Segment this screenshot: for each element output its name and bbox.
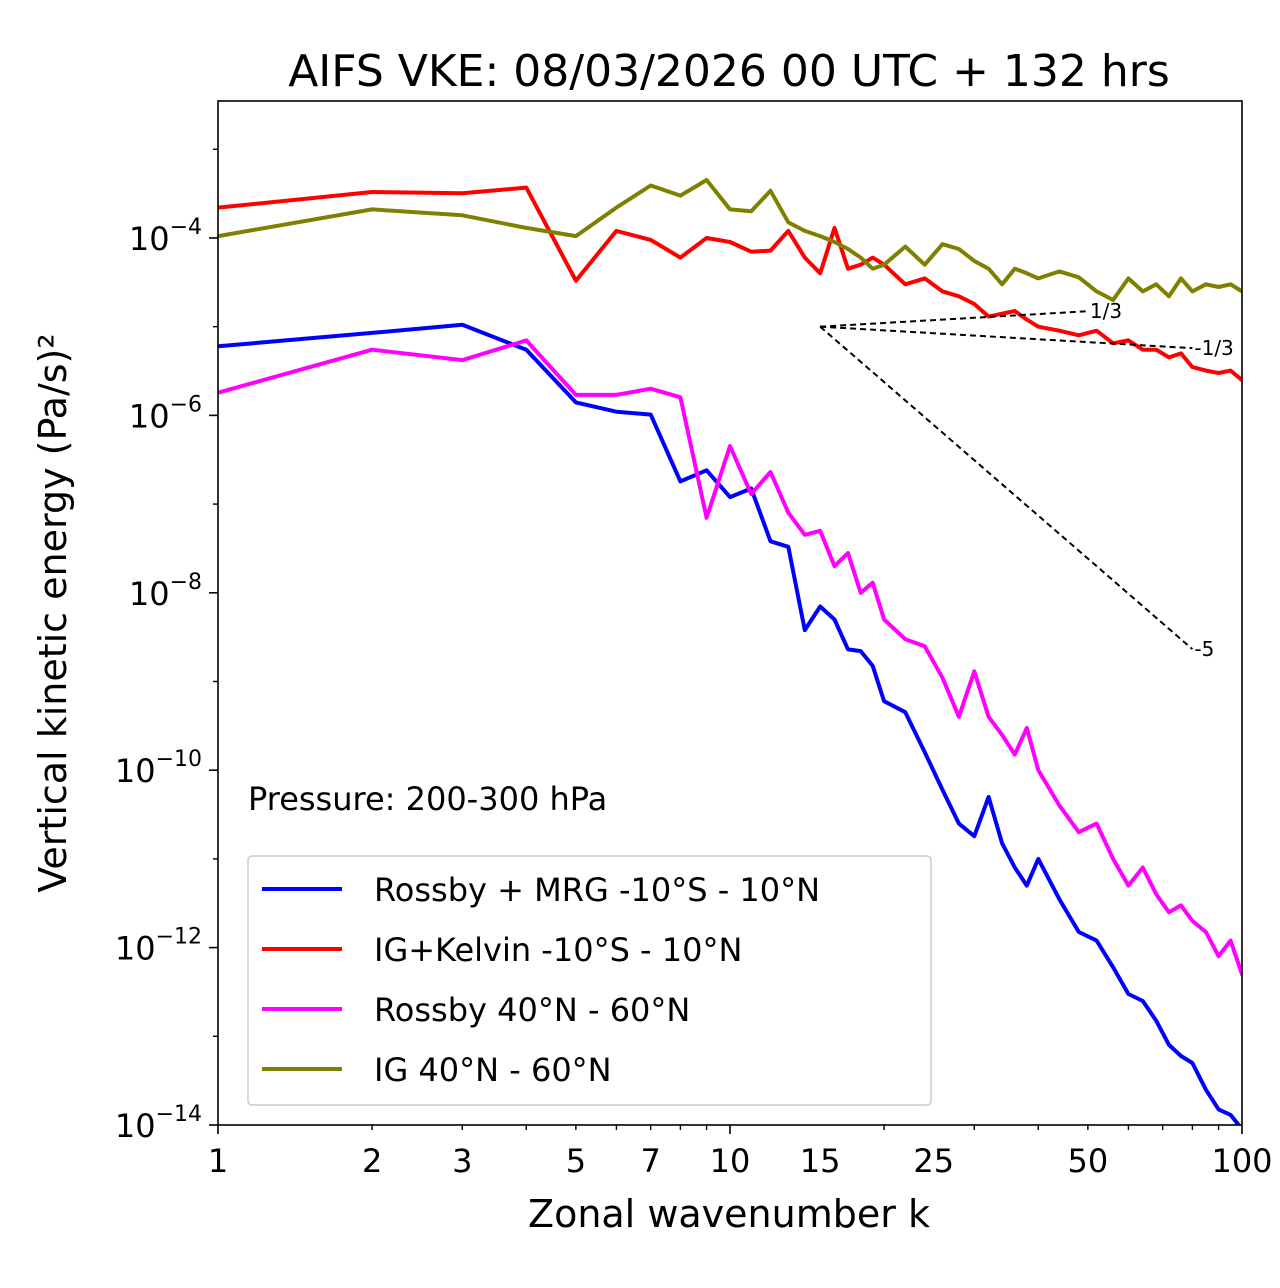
reference-line-1-3 — [820, 310, 1088, 328]
x-tick-label: 25 — [913, 1142, 954, 1180]
y-tick-label: 10−12 — [115, 925, 202, 968]
reference-lines: 1/3 -1/3 -5 — [819, 299, 1234, 661]
reference-line-label: 1/3 — [1090, 299, 1122, 323]
y-axis-label: Vertical kinetic energy (Pa/s)² — [31, 333, 75, 892]
series-layer — [218, 178, 1242, 1125]
x-tick-label: 50 — [1068, 1142, 1109, 1180]
x-tick-label: 5 — [566, 1142, 586, 1180]
series-line-rossby-40-n-60-n — [218, 338, 1242, 977]
series-line-ig-40-n-60-n — [218, 178, 1242, 302]
reference-line-1-3 — [820, 325, 1193, 350]
legend-label: Rossby 40°N - 60°N — [374, 991, 690, 1029]
legend-box — [247, 855, 932, 1106]
x-tick-label: 1 — [208, 1142, 228, 1180]
series-line-rossby-mrg-10-s-10-n — [218, 322, 1242, 1125]
chart-title: AIFS VKE: 08/03/2026 00 UTC + 132 hrs — [288, 46, 1170, 97]
legend-items: Rossby + MRG -10°S - 10°N IG+Kelvin -10°S… — [262, 871, 820, 1089]
y-tick-label: 10−8 — [129, 570, 202, 613]
y-tick-label: 10−4 — [129, 215, 202, 258]
legend-label: IG 40°N - 60°N — [374, 1051, 612, 1089]
y-axis-ticks: 10−4 10−6 10−8 10−10 10−12 10−14 — [115, 148, 218, 1145]
reference-line-label: -1/3 — [1194, 336, 1233, 360]
series-line-ig-kelvin-10-s-10-n — [218, 185, 1242, 383]
x-axis-ticks: 1 2 3 5 7 10 15 25 50 100 — [208, 1125, 1273, 1180]
x-tick-label: 3 — [452, 1142, 472, 1180]
x-tick-label: 7 — [641, 1142, 661, 1180]
y-tick-label: 10−14 — [115, 1102, 202, 1145]
legend: Rossby + MRG -10°S - 10°N IG+Kelvin -10°S… — [247, 855, 932, 1106]
legend-label: IG+Kelvin -10°S - 10°N — [374, 931, 742, 969]
x-tick-label: 100 — [1211, 1142, 1272, 1180]
reference-line-label: -5 — [1194, 637, 1214, 661]
x-axis-label: Zonal wavenumber k — [528, 1192, 930, 1236]
x-tick-label: 2 — [362, 1142, 382, 1180]
x-tick-label: 15 — [800, 1142, 841, 1180]
y-tick-label: 10−10 — [115, 747, 202, 790]
pressure-annotation: Pressure: 200-300 hPa — [248, 780, 607, 818]
legend-label: Rossby + MRG -10°S - 10°N — [374, 871, 820, 909]
y-tick-label: 10−6 — [129, 392, 202, 435]
x-tick-label: 10 — [710, 1142, 751, 1180]
reference-line-5 — [819, 325, 1194, 650]
